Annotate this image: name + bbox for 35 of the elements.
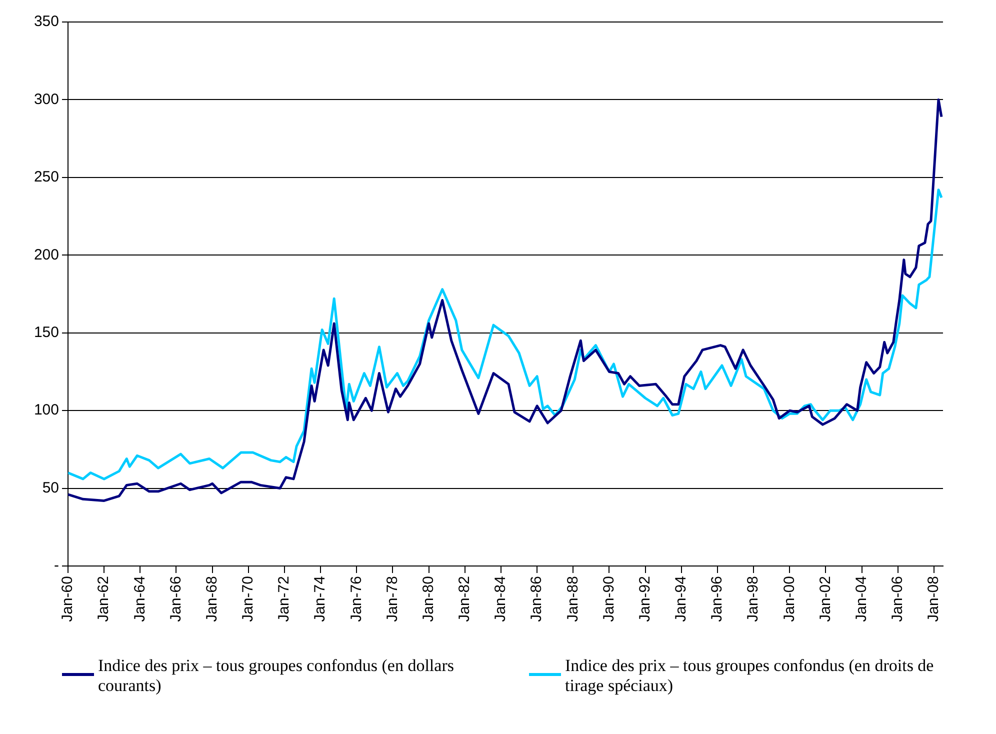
x-tick-label: Jan-68 (203, 576, 220, 622)
x-tick-label: Jan-84 (492, 576, 510, 622)
x-tick-label: Jan-86 (528, 576, 546, 622)
x-tick-label: Jan-96 (708, 576, 726, 622)
x-tick-label: Jan-98 (744, 576, 762, 622)
x-tick-label: Jan-66 (167, 576, 184, 622)
x-tick-label: Jan-82 (456, 576, 474, 622)
x-tick-label: Jan-08 (925, 576, 942, 622)
y-tick-label: 250 (34, 168, 59, 186)
x-tick-label: Jan-78 (384, 576, 401, 622)
y-tick-label: 50 (42, 479, 59, 496)
x-tick-label: Jan-06 (889, 576, 906, 622)
y-tick-label: 200 (34, 246, 59, 264)
x-tick-label: Jan-92 (636, 576, 654, 622)
y-tick-label: 350 (34, 13, 59, 30)
x-tick-label: Jan-64 (131, 576, 148, 622)
x-tick-label: Jan-80 (420, 576, 437, 622)
x-tick-label: Jan-88 (564, 576, 582, 622)
x-tick-label: Jan-70 (240, 576, 257, 622)
x-tick-label: Jan-94 (672, 576, 690, 622)
legend-label: Indice des prix – tous groupes confondus (en dollars courants) (98, 656, 455, 696)
x-tick-label: Jan-04 (852, 576, 870, 622)
x-tick-label: Jan-00 (780, 576, 798, 622)
y-tick-label: 100 (34, 402, 59, 419)
y-tick-label: 300 (34, 90, 59, 108)
x-tick-label: Jan-60 (59, 576, 76, 622)
legend-label: Indice des prix – tous groupes confondus (en droits de tirage spéciaux) (565, 656, 935, 696)
x-tick-label: Jan-90 (600, 576, 618, 622)
y-tick-label: - (54, 557, 59, 574)
x-tick-label: Jan-02 (816, 576, 834, 622)
x-tick-label: Jan-74 (312, 576, 329, 622)
x-tick-label: Jan-62 (95, 576, 112, 622)
x-tick-label: Jan-76 (348, 576, 365, 622)
y-tick-label: 150 (34, 324, 59, 341)
x-tick-label: Jan-72 (276, 576, 293, 622)
